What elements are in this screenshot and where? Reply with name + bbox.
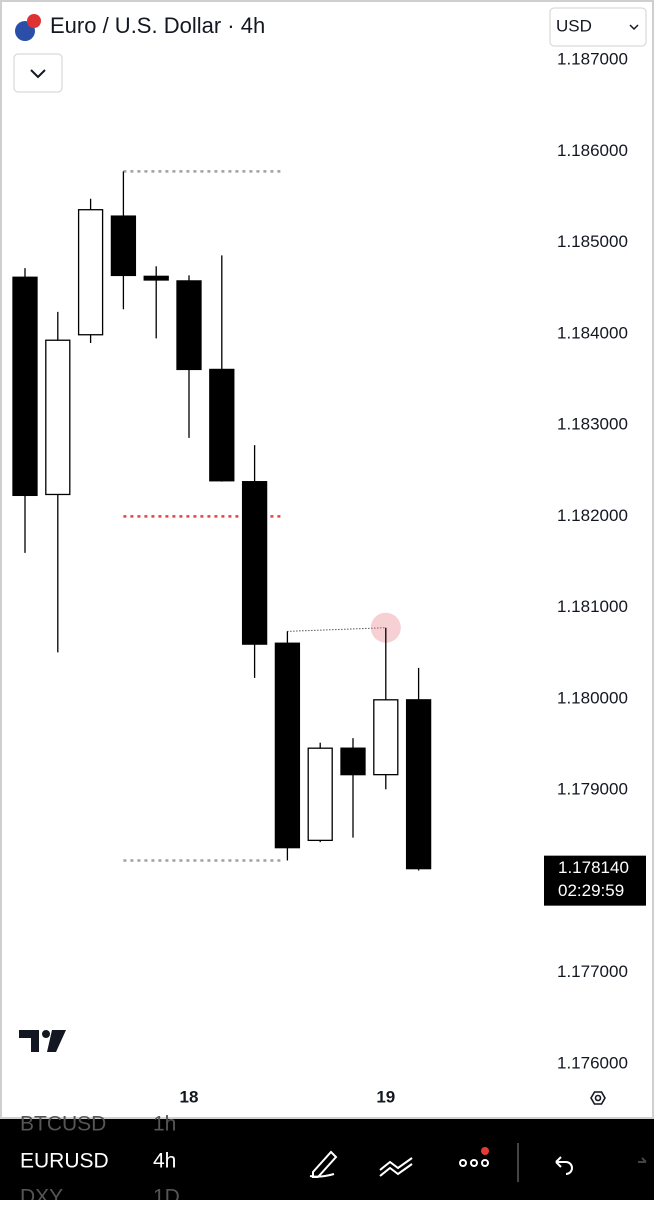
- candle-body: [340, 747, 366, 776]
- collapse-button[interactable]: [13, 53, 63, 93]
- x-tick-label: 19: [376, 1087, 395, 1106]
- interval: 4h: [153, 1150, 176, 1173]
- y-tick-label: 1.177000: [557, 962, 628, 981]
- candle-body: [12, 276, 38, 497]
- select-arrow: [629, 24, 639, 31]
- candle-body: [209, 368, 235, 482]
- y-tick-label: 1.176000: [557, 1053, 628, 1072]
- settings-icon[interactable]: [590, 1091, 606, 1105]
- y-tick-label: 1.185000: [557, 232, 628, 251]
- tv-logo: [19, 1030, 66, 1052]
- currency-select[interactable]: [549, 7, 647, 47]
- y-tick-label: 1.186000: [557, 141, 628, 160]
- candle-body: [45, 339, 71, 496]
- candle-body: [373, 699, 399, 776]
- symbol: DXY: [20, 1186, 63, 1200]
- bottom-bar: [0, 1119, 654, 1200]
- more-icon[interactable]: [459, 1159, 489, 1167]
- interval: 1D: [153, 1186, 180, 1200]
- y-tick-label: 1.187000: [557, 50, 628, 69]
- candle-body: [77, 209, 104, 336]
- y-tick-label: 1.183000: [557, 415, 628, 434]
- redo-icon[interactable]: [638, 1157, 647, 1163]
- candle-body: [241, 481, 268, 645]
- x-tick-label: 18: [180, 1087, 199, 1106]
- undo-icon[interactable]: [555, 1156, 573, 1175]
- currency-label: USD: [556, 16, 592, 35]
- y-tick-label: 1.182000: [557, 506, 628, 525]
- frame: [0, 0, 654, 1119]
- lines-icon[interactable]: [379, 1157, 413, 1177]
- candle-body: [405, 699, 432, 870]
- draw-icon[interactable]: [309, 1150, 338, 1178]
- candle-body: [176, 280, 202, 371]
- y-tick-label: 1.180000: [557, 688, 628, 707]
- symbol: BTCUSD: [20, 1113, 106, 1136]
- y-tick-label: 1.181000: [557, 597, 628, 616]
- candle-body: [307, 747, 333, 842]
- y-tick-label: 1.179000: [557, 780, 628, 799]
- chevron: [30, 69, 46, 79]
- symbol: EURUSD: [20, 1150, 109, 1173]
- flag-icon: [15, 14, 41, 41]
- y-tick-label: 1.184000: [557, 323, 628, 342]
- price-tag: [544, 855, 646, 906]
- candle-body: [274, 642, 301, 849]
- countdown: 02:29:59: [558, 881, 624, 900]
- candle-body: [110, 215, 137, 277]
- candle-body: [143, 275, 169, 281]
- chart-title: Euro / U.S. Dollar · 4h: [50, 13, 265, 38]
- interval: 1h: [153, 1113, 176, 1136]
- notification-dot: [481, 1147, 489, 1155]
- last-price: 1.178140: [558, 858, 629, 877]
- toolbar-icons: [309, 1143, 647, 1182]
